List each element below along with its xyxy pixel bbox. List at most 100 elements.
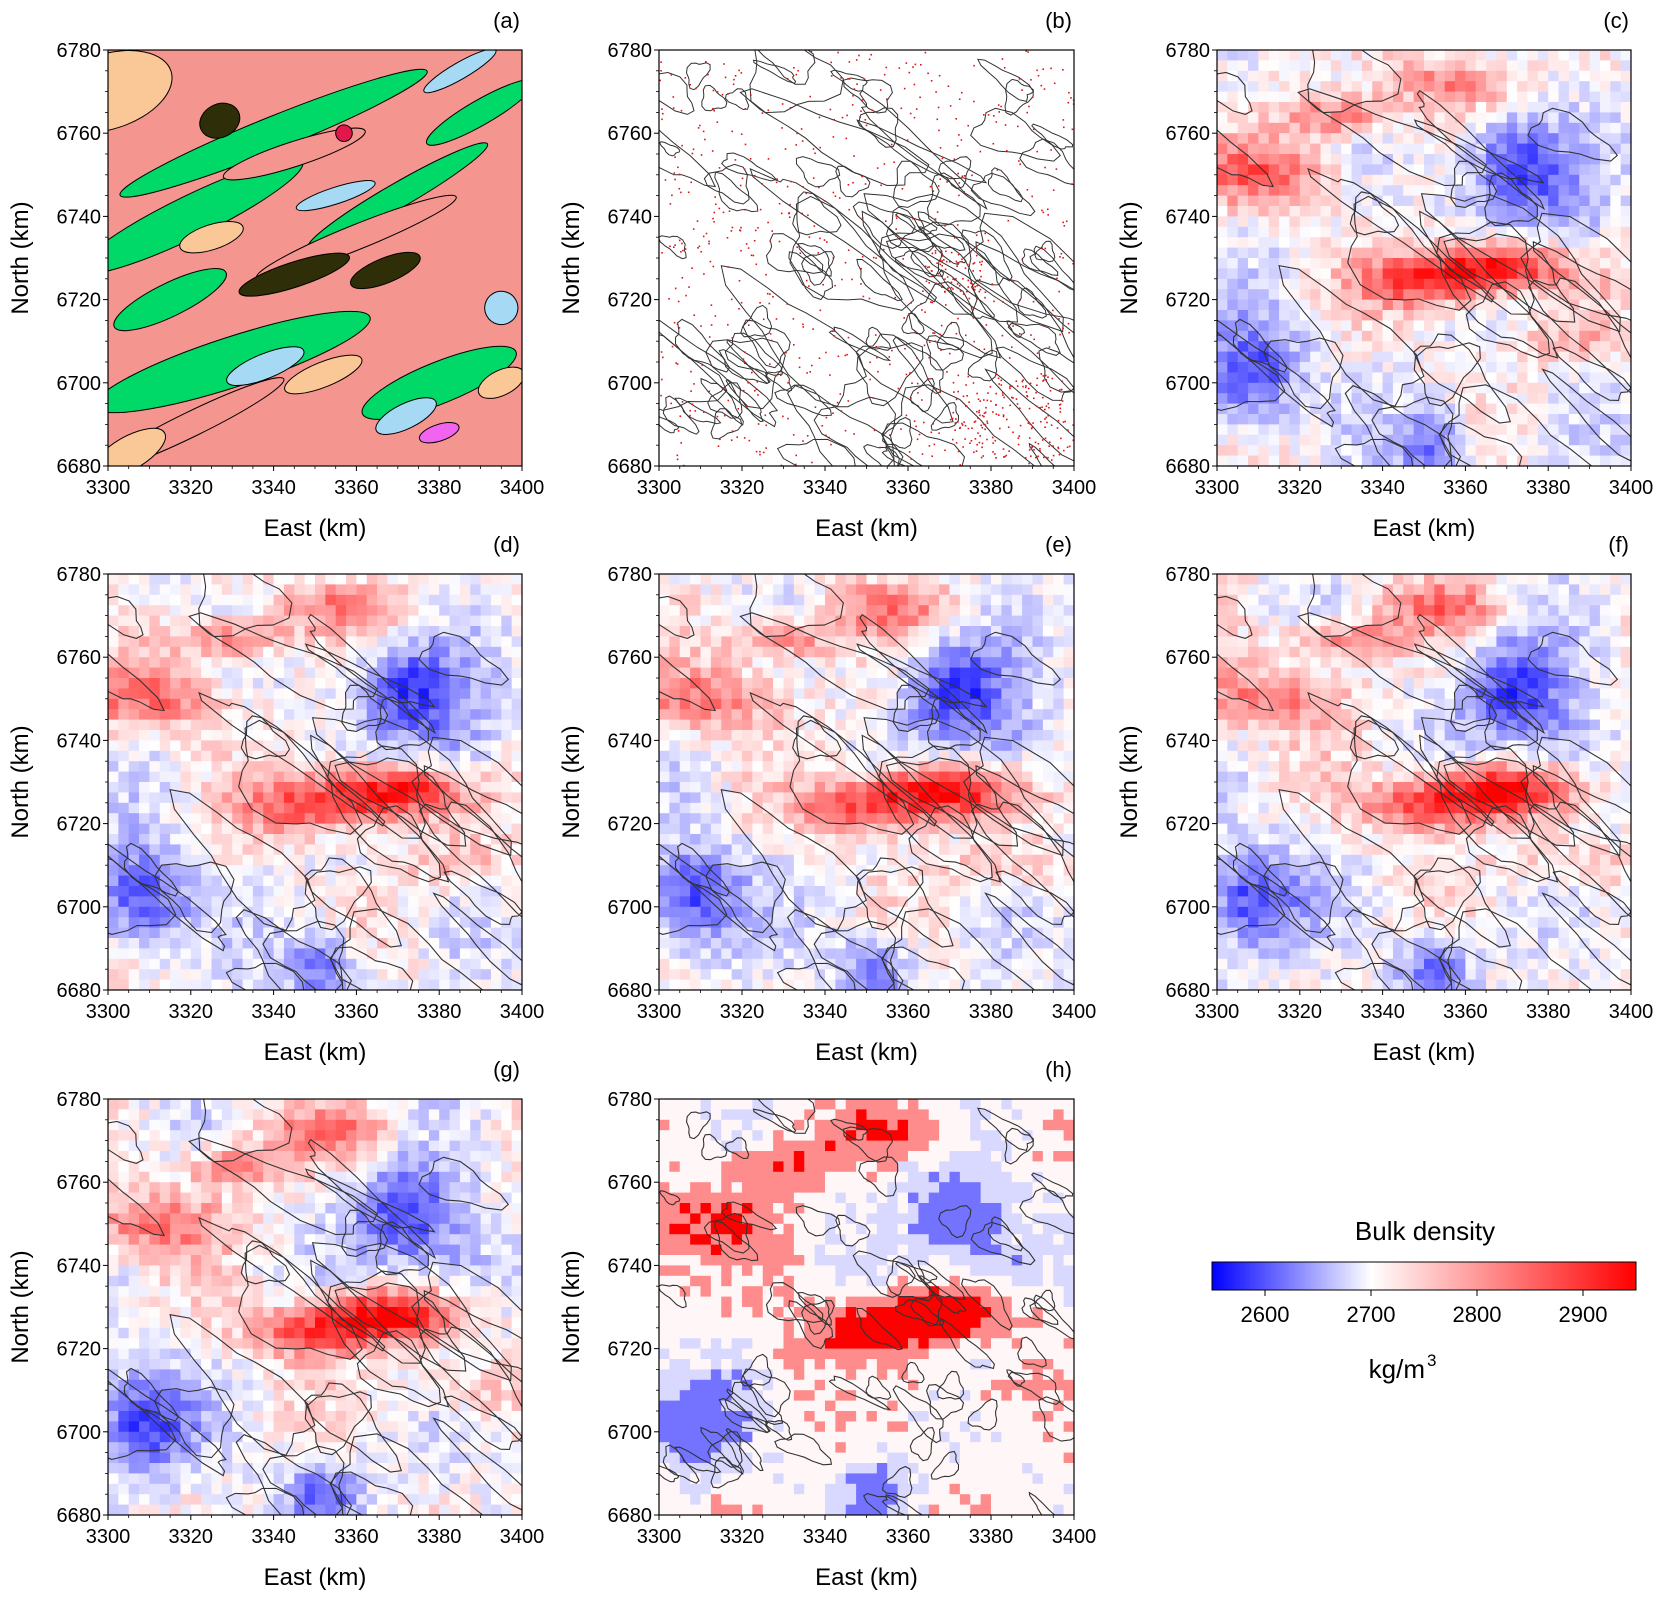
density-cell [118,626,130,637]
sample-point [935,389,937,391]
sample-point [840,410,843,412]
y-tick-label: 6680 [608,456,653,478]
density-cell [1434,268,1446,280]
density-cell [679,844,691,856]
density-cell [1568,122,1580,134]
sample-point [1072,439,1074,442]
density-cell [273,709,285,721]
density-cell [149,615,161,627]
sample-point [700,250,702,253]
density-cell [731,979,743,990]
sample-point [708,390,711,393]
sample-point [1025,385,1027,387]
density-cell [273,938,285,949]
density-cell [1506,362,1518,373]
density-cell [1424,237,1435,249]
density-cell [449,906,461,918]
density-cell [1568,455,1580,466]
sample-point [768,302,771,305]
sample-point [931,270,933,272]
density-cell [1620,341,1631,353]
density-cell [1610,268,1622,280]
density-cell [762,719,774,731]
density-cell [139,948,150,960]
x-tick-label: 3380 [417,477,462,499]
density-cell [304,927,316,939]
density-cell [1496,278,1508,290]
density-cell [511,750,522,762]
density-cell [335,740,347,752]
density-cell [1248,70,1259,82]
density-cell [232,969,244,981]
unit-outline [977,58,1035,102]
sample-point [1036,150,1038,153]
density-cell [1392,91,1404,103]
density-cell [1486,102,1498,113]
x-tick-label: 3320 [720,477,765,499]
density-cell [408,626,420,637]
sample-point [1063,449,1065,452]
density-cell [294,771,306,783]
density-cell [1589,60,1601,72]
density-cell [1227,102,1239,113]
sample-point [727,266,729,268]
density-cell [1279,299,1291,311]
density-cell [356,938,368,949]
density-cell [273,896,285,908]
density-cell [1279,330,1291,342]
density-cell [356,605,368,617]
density-cell [335,896,347,908]
density-cell [294,678,306,689]
density-cell [721,958,733,970]
density-cell [669,605,681,617]
sample-point [693,314,695,316]
density-cell [690,761,702,773]
density-cell [752,667,764,679]
density-cell [752,906,764,918]
density-cell [252,823,264,835]
density-cell [221,782,233,793]
sample-point [740,249,742,252]
density-cell [480,802,492,814]
density-cell [480,626,492,637]
density-cell [1310,112,1322,124]
sample-point [795,463,797,466]
density-cell [1599,320,1611,332]
sample-point [952,288,954,290]
density-cell [346,834,357,845]
density-cell [1434,102,1446,113]
density-cell [511,605,522,617]
density-cell [511,792,522,804]
density-cell [1475,289,1487,301]
density-cell [108,792,119,804]
sample-point [972,262,975,265]
density-cell [1392,50,1404,61]
density-cell [232,646,244,658]
density-cell [232,813,244,825]
sample-point [759,302,761,304]
density-cell [1268,455,1280,466]
density-cell [335,958,347,970]
sample-point [780,374,782,376]
density-cell [742,854,753,866]
sample-point [1044,374,1046,377]
density-cell [1486,289,1498,301]
density-cell [418,969,430,981]
density-cell [1537,174,1549,186]
density-cell [149,938,161,949]
sample-point [984,296,986,299]
density-cell [294,938,306,949]
density-cell [242,678,254,689]
density-cell [1279,91,1291,103]
density-cell [118,605,130,617]
density-cell [283,906,295,918]
density-cell [700,730,712,741]
density-cell [731,761,743,773]
density-cell [356,865,368,877]
density-cell [511,574,522,585]
density-cell [252,771,264,783]
density-cell [283,761,295,773]
sample-point [986,438,988,441]
density-cell [273,667,285,679]
density-cell [1289,341,1301,353]
